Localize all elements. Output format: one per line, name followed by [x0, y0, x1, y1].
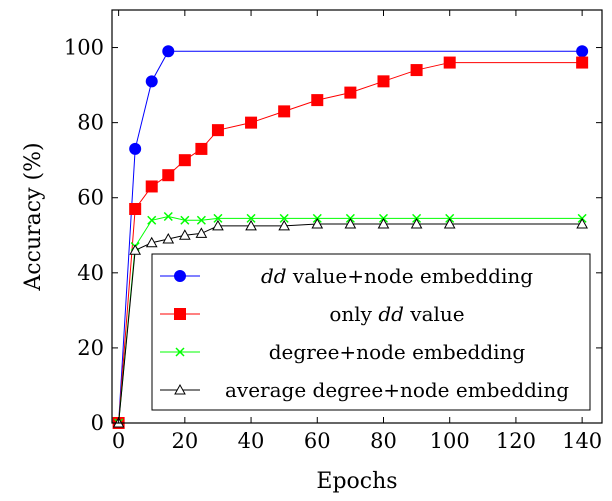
series-4-point [162, 232, 175, 244]
series-2 [112, 56, 589, 429]
legend-entry-1: dd value+node embedding [160, 264, 533, 288]
series-1-point [145, 75, 158, 88]
series-2-point [245, 116, 258, 129]
y-tick-label: 0 [91, 411, 104, 435]
series-3-point [213, 213, 223, 223]
x-tick-label: 100 [430, 429, 470, 453]
series-3-point [246, 213, 256, 223]
legend-swatch-marker [174, 270, 186, 282]
legend-swatch-marker [174, 383, 186, 395]
series-2-point [129, 202, 142, 215]
y-tick-label: 100 [64, 36, 104, 60]
legend-swatch-marker [174, 308, 186, 320]
series-2-point [344, 86, 357, 99]
legend-swatch-marker [175, 347, 185, 357]
series-3-point [147, 215, 157, 225]
legend-label: only dd value [329, 302, 464, 326]
series-4-point [377, 217, 390, 229]
series-2-point [443, 56, 456, 69]
y-tick-label: 80 [77, 111, 104, 135]
series-1-point [129, 142, 142, 155]
y-tick-label: 60 [77, 186, 104, 210]
series-4-point [443, 217, 456, 229]
series-4-point [576, 217, 588, 229]
x-axis-label: Epochs [316, 469, 397, 494]
legend-label: degree+node embedding [269, 340, 526, 364]
series-2-point [311, 94, 324, 107]
legend-label: dd value+node embedding [261, 264, 533, 288]
series-4-point [311, 217, 324, 229]
y-tick-label: 40 [77, 261, 104, 285]
legend-entry-4: average degree+node embedding [160, 378, 569, 402]
x-tick-label: 120 [496, 429, 536, 453]
series-4-point [178, 229, 191, 240]
series-1-point [162, 45, 175, 58]
y-tick-label: 20 [77, 336, 104, 360]
series-2-point [178, 154, 191, 167]
series-3-point [180, 215, 190, 225]
x-tick-label: 140 [562, 429, 602, 453]
series-3-point [163, 211, 173, 222]
series-2-point [162, 169, 175, 182]
series-3 [114, 211, 587, 428]
legend-entry-3: degree+node embedding [160, 340, 525, 364]
x-tick-label: 80 [370, 429, 397, 453]
series-4-point [195, 227, 208, 238]
series-1 [112, 45, 589, 429]
series-4-point [145, 236, 158, 248]
series-4-point [278, 219, 291, 231]
series-2-point [576, 56, 589, 69]
series-2-point [211, 124, 224, 137]
legend-label: average degree+node embedding [225, 378, 569, 402]
series-4-point [129, 244, 142, 255]
x-tick-label: 0 [112, 429, 125, 453]
plot-area-frame [111, 9, 603, 424]
series-1-point [576, 45, 589, 58]
series-2-point [278, 105, 291, 118]
series-2-point [195, 142, 208, 155]
legend-box [151, 253, 591, 411]
series-4-point [245, 219, 257, 231]
series-2-point [145, 180, 158, 193]
legend-entry-2: only dd value [160, 302, 465, 326]
series-3-point [196, 215, 206, 225]
series-3-point [279, 213, 289, 223]
series-4-point [410, 217, 423, 229]
x-tick-label: 20 [171, 429, 198, 453]
y-axis-label: Accuracy (%) [21, 142, 46, 291]
series-2-point [410, 64, 423, 77]
series-2-point [377, 75, 390, 88]
x-tick-label: 60 [304, 429, 331, 453]
series-4-point [212, 219, 224, 231]
x-tick-label: 40 [238, 429, 265, 453]
series-4-point [344, 217, 357, 229]
series-4 [112, 217, 588, 428]
